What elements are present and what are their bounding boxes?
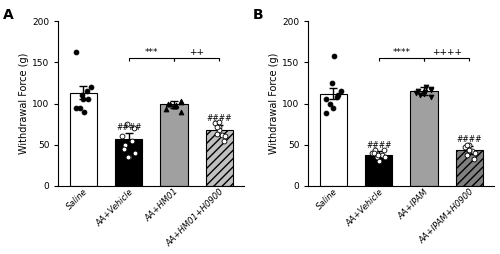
- Text: ++: ++: [190, 49, 204, 57]
- Bar: [410, 91, 438, 186]
- Bar: [365, 155, 392, 186]
- Text: B: B: [252, 8, 263, 22]
- Bar: [115, 139, 142, 186]
- Text: A: A: [2, 8, 14, 22]
- Text: ####: ####: [206, 114, 232, 123]
- Text: ****: ****: [392, 49, 410, 57]
- Text: ####: ####: [116, 122, 141, 132]
- Bar: [70, 93, 97, 186]
- Bar: [160, 104, 188, 186]
- Text: ####: ####: [366, 141, 392, 150]
- Bar: [320, 94, 347, 186]
- Bar: [456, 150, 483, 186]
- Text: ***: ***: [144, 49, 158, 57]
- Y-axis label: Withdrawal Force (g): Withdrawal Force (g): [270, 53, 280, 154]
- Text: ++++: ++++: [432, 49, 462, 57]
- Bar: [206, 130, 233, 186]
- Y-axis label: Withdrawal Force (g): Withdrawal Force (g): [20, 53, 30, 154]
- Text: ####: ####: [456, 135, 482, 144]
